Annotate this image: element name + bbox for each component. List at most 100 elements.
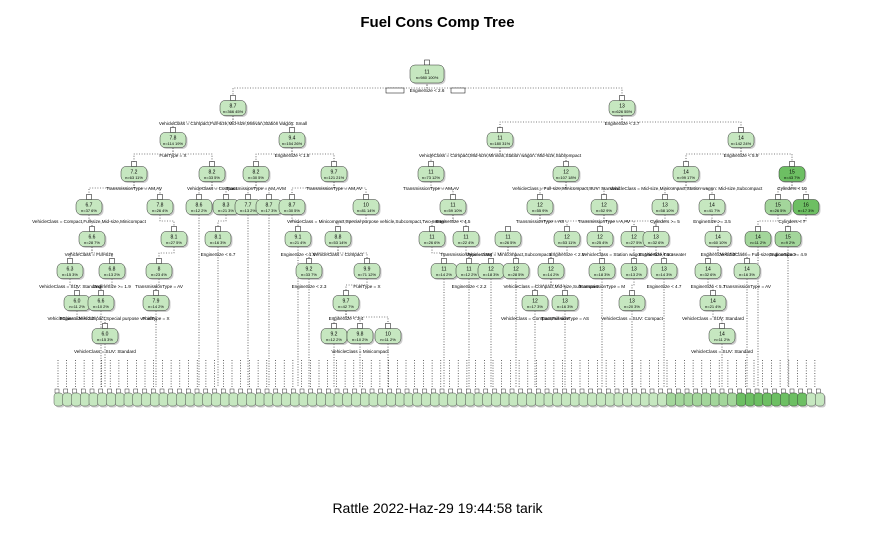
- leaf-node: [613, 388, 625, 408]
- tree-node: 12n=28 5%: [502, 258, 531, 280]
- leaf-node: [158, 388, 170, 408]
- leaf-number-box: [807, 388, 812, 394]
- leaf-box: [508, 392, 519, 407]
- leaf-number-box: [422, 388, 427, 394]
- leaf-node: [605, 388, 616, 408]
- node-number-box: [424, 59, 430, 66]
- tree-node: 6.7n=37 6%: [75, 194, 104, 216]
- node-number-box: [157, 194, 163, 200]
- tree-edge: [599, 247, 603, 263]
- footer-caption: Rattle 2022-Haz-29 19:44:58 tarik: [332, 500, 543, 516]
- leaf-number-box: [509, 388, 515, 394]
- node-pct: n=26 6%: [424, 240, 440, 245]
- node-number-box: [450, 194, 456, 200]
- node-pct: n=26 4%: [152, 208, 168, 213]
- tree-node: 14n=11 2%: [744, 226, 773, 248]
- split-label: TransmissionType = AS: [516, 219, 564, 224]
- node-pct: n=21 4%: [290, 240, 306, 245]
- node-value: 13: [631, 267, 637, 273]
- leaf-number-box: [151, 388, 156, 394]
- node-pct: n=13 2%: [240, 208, 256, 213]
- leaf-box: [657, 392, 667, 407]
- node-box: [352, 199, 380, 215]
- node-box: [332, 295, 360, 311]
- leaf-node: [395, 388, 406, 408]
- split-label: VehicleClass = SUV: Standard: [691, 349, 753, 354]
- leaf-node: [465, 388, 476, 408]
- tree-node: 12n=27 5%: [620, 226, 649, 248]
- leaf-box: [465, 392, 475, 407]
- leaf-node: [228, 388, 240, 408]
- tree-edge: [345, 279, 368, 295]
- leaf-node: [473, 388, 485, 408]
- node-value: 8.8: [335, 235, 342, 241]
- tree-node: 9.7n=121 21%: [320, 161, 349, 183]
- leaf-node: [675, 388, 686, 408]
- node-value: 6.0: [102, 332, 109, 338]
- node-value: 6.3: [67, 267, 74, 273]
- split-no-box: [450, 87, 466, 94]
- node-box: [198, 166, 226, 182]
- node-number-box: [661, 258, 667, 264]
- leaf-number-box: [273, 388, 278, 394]
- leaf-number-box: [369, 388, 375, 394]
- leaf-number-box: [562, 388, 567, 394]
- leaf-node: [386, 388, 397, 408]
- leaf-box: [246, 392, 256, 407]
- split-label: VehicleClass = SUV: Standard: [682, 316, 744, 321]
- leaf-number-box: [553, 388, 558, 394]
- node-value: 14: [738, 136, 744, 142]
- tree-node: 15n=26 5%: [764, 194, 793, 216]
- node-number-box: [295, 226, 301, 232]
- tree-edge: [159, 215, 175, 231]
- leaf-number-box: [431, 388, 436, 394]
- node-box: [494, 231, 522, 247]
- node-number-box: [629, 290, 635, 296]
- node-pct: n=22 4%: [458, 240, 474, 245]
- split-label: VehicleClass = Minicompact,Special purpo…: [287, 219, 445, 224]
- tree-node: 8.8n=53 14%: [324, 226, 353, 248]
- split-label: EngineSize >= 3.5: [693, 219, 731, 224]
- tree-edge: [499, 148, 567, 166]
- leaf-box: [517, 392, 527, 407]
- leaf-node: [526, 388, 537, 408]
- node-number-box: [253, 161, 259, 167]
- leaf-box: [202, 392, 212, 407]
- tree-node: 13n=18 3%: [588, 258, 617, 280]
- leaf-box: [263, 392, 274, 407]
- tree-node: 13n=32 6%: [642, 226, 671, 248]
- split-label: VehicleClass = Full-size,Subcompact: [720, 252, 796, 257]
- leaf-box: [456, 392, 466, 407]
- node-box: [764, 199, 792, 215]
- leaf-number-box: [352, 388, 357, 394]
- node-number-box: [156, 258, 162, 264]
- leaf-number-box: [186, 388, 191, 394]
- node-value: 6.8: [109, 267, 116, 273]
- leaf-node: [193, 388, 205, 408]
- leaf-node: [88, 388, 100, 408]
- leaf-number-box: [728, 388, 733, 394]
- node-value: 15: [785, 235, 791, 241]
- leaf-box: [438, 392, 449, 407]
- node-number-box: [266, 194, 272, 200]
- tree-edge: [791, 182, 807, 199]
- node-box: [320, 166, 348, 182]
- leaf-box: [220, 392, 230, 407]
- node-number-box: [532, 290, 538, 296]
- node-pct: n=114 19%: [163, 141, 183, 146]
- leaf-number-box: [168, 388, 173, 394]
- leaf-box: [403, 392, 414, 407]
- split-label: EngineSize < 1.6: [281, 252, 316, 257]
- leaf-box: [71, 392, 81, 407]
- tree-node: 14n=60 10%: [704, 226, 733, 248]
- leaf-node: [456, 388, 467, 408]
- node-box: [56, 263, 84, 279]
- node-number-box: [86, 194, 92, 200]
- tree-node: 8.3n=21 3%: [212, 194, 241, 216]
- leaf-box: [237, 392, 247, 407]
- leaf-node: [360, 388, 371, 408]
- node-value: 13: [599, 267, 605, 273]
- node-number-box: [335, 226, 341, 232]
- leaf-number-box: [256, 388, 261, 394]
- split-label: EngineSize >= 1.9: [93, 284, 131, 289]
